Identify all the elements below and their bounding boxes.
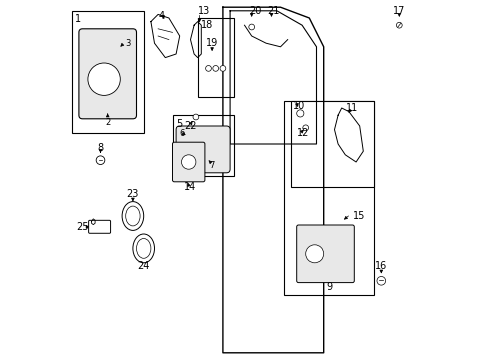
- Circle shape: [376, 276, 385, 285]
- Text: 12: 12: [296, 128, 308, 138]
- Text: 5: 5: [176, 119, 182, 129]
- Text: 20: 20: [248, 6, 261, 16]
- Text: 13: 13: [197, 6, 209, 16]
- Ellipse shape: [122, 202, 143, 230]
- Bar: [291, 101, 373, 187]
- Circle shape: [212, 66, 218, 71]
- Circle shape: [296, 110, 303, 117]
- FancyBboxPatch shape: [79, 29, 136, 119]
- Text: 19: 19: [205, 38, 218, 48]
- Text: 3: 3: [125, 39, 131, 48]
- FancyBboxPatch shape: [176, 126, 230, 173]
- Bar: [72, 11, 143, 133]
- Circle shape: [396, 22, 401, 28]
- Text: 10: 10: [292, 101, 305, 111]
- Text: 11: 11: [346, 103, 358, 113]
- Text: 17: 17: [392, 6, 405, 16]
- Text: 24: 24: [137, 261, 150, 271]
- Text: 8: 8: [97, 143, 103, 153]
- Text: 7: 7: [209, 161, 214, 170]
- Circle shape: [88, 63, 120, 95]
- Text: 2: 2: [105, 118, 110, 127]
- Ellipse shape: [133, 234, 154, 263]
- Text: 22: 22: [184, 121, 196, 131]
- Circle shape: [205, 66, 211, 71]
- FancyBboxPatch shape: [296, 225, 354, 283]
- Circle shape: [302, 125, 308, 131]
- Text: 21: 21: [266, 6, 279, 16]
- Text: 23: 23: [126, 189, 139, 199]
- FancyBboxPatch shape: [172, 142, 204, 182]
- Text: 15: 15: [352, 211, 364, 221]
- Circle shape: [220, 66, 225, 71]
- FancyBboxPatch shape: [88, 220, 110, 233]
- Bar: [197, 18, 233, 97]
- Bar: [172, 115, 233, 176]
- Text: 1: 1: [75, 14, 81, 24]
- Text: 16: 16: [374, 261, 386, 271]
- Bar: [284, 101, 373, 295]
- Text: 4: 4: [158, 11, 164, 21]
- Text: 9: 9: [325, 282, 331, 292]
- Text: 14: 14: [184, 182, 196, 192]
- Text: 25: 25: [76, 222, 88, 232]
- Circle shape: [305, 245, 323, 263]
- Text: 18: 18: [201, 20, 213, 30]
- Circle shape: [96, 156, 104, 165]
- Circle shape: [193, 114, 199, 120]
- Circle shape: [181, 155, 196, 169]
- Circle shape: [248, 24, 254, 30]
- Ellipse shape: [136, 239, 151, 258]
- Text: 6: 6: [179, 129, 184, 138]
- Ellipse shape: [125, 206, 140, 226]
